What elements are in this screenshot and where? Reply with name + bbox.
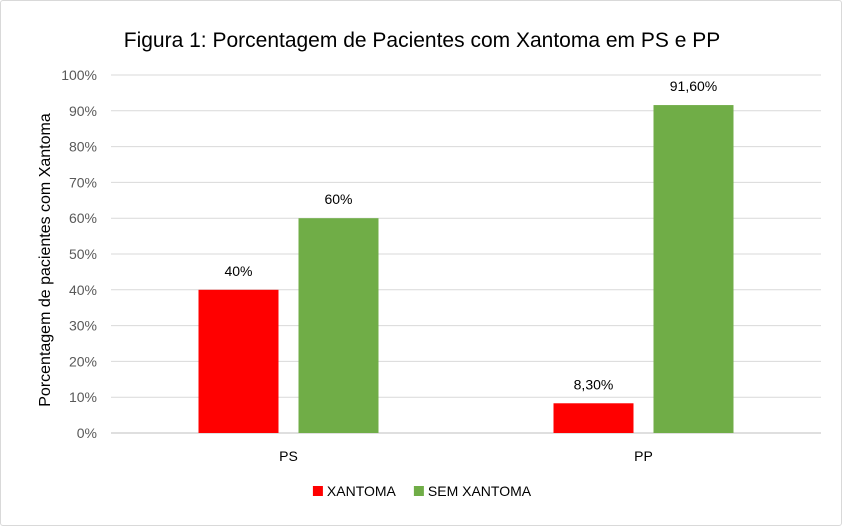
x-category-label: PS: [279, 448, 298, 464]
y-tick-label: 90%: [69, 103, 97, 119]
y-tick-label: 30%: [69, 318, 97, 334]
bar-xantoma-ps: [198, 289, 279, 433]
y-tick-label: 10%: [69, 389, 97, 405]
data-label: 8,30%: [574, 376, 614, 392]
legend-item: SEM XANTOMA: [413, 483, 532, 499]
legend-swatch: [312, 486, 323, 496]
y-tick-label: 60%: [69, 210, 97, 226]
bar-sem-xantoma-pp: [653, 105, 734, 434]
y-tick-label: 20%: [69, 353, 97, 369]
bar-xantoma-pp: [553, 403, 634, 433]
data-labels: 40% 60% 8,30% 91,60%: [224, 78, 717, 392]
legend-swatch: [413, 486, 424, 496]
y-tick-label: 70%: [69, 174, 97, 190]
legend: XANTOMA SEM XANTOMA: [312, 483, 532, 499]
legend-label: SEM XANTOMA: [428, 483, 532, 499]
y-tick-label: 0%: [77, 425, 97, 441]
y-axis-label: Porcentagem de pacientes com Xantoma: [37, 113, 54, 407]
x-axis-categories: PS PP: [279, 448, 653, 464]
legend-item: XANTOMA: [312, 483, 397, 499]
data-label: 91,60%: [670, 78, 717, 94]
x-category-label: PP: [634, 448, 653, 464]
bar-sem-xantoma-ps: [298, 218, 379, 433]
data-label: 60%: [324, 191, 352, 207]
y-axis-ticks: 0% 10% 20% 30% 40% 50% 60% 70% 80% 90% 100%: [61, 67, 97, 441]
chart-title: Figura 1: Porcentagem de Pacientes com X…: [124, 29, 720, 52]
y-tick-label: 100%: [61, 67, 97, 83]
bars: [198, 105, 734, 434]
data-label: 40%: [224, 263, 252, 279]
y-tick-label: 50%: [69, 246, 97, 262]
y-tick-label: 40%: [69, 282, 97, 298]
legend-label: XANTOMA: [327, 483, 397, 499]
y-tick-label: 80%: [69, 139, 97, 155]
